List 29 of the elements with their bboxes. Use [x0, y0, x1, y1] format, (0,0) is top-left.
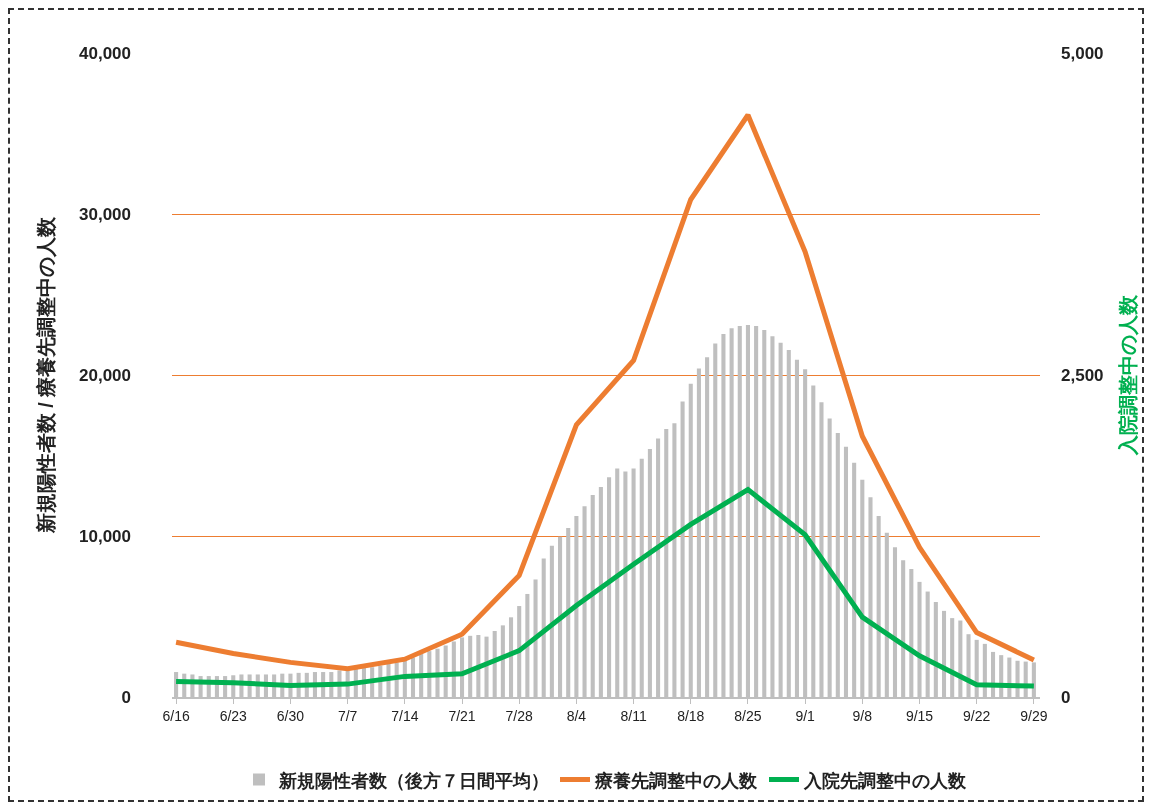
y-tick-label: 10,000	[79, 526, 131, 546]
x-tick-label: 7/21	[448, 707, 476, 724]
x-tick-label: 9/15	[905, 707, 934, 724]
x-tick-label: 9/8	[852, 707, 873, 724]
y2-tick-label: 0	[1061, 687, 1071, 707]
x-tick-label: 6/16	[162, 707, 190, 724]
x-tick-label: 8/4	[566, 707, 587, 724]
y-tick-label: 0	[121, 687, 131, 707]
y-tick-label: 30,000	[79, 204, 131, 224]
x-tick-label: 7/7	[337, 707, 358, 724]
x-tick-label: 7/14	[391, 707, 419, 724]
x-tick-label: 8/25	[734, 707, 762, 724]
legend-label: 入院先調整中の人数	[803, 770, 967, 791]
x-tick-label: 8/11	[620, 707, 647, 724]
legend-label: 新規陽性者数（後方７日間平均）	[278, 770, 549, 791]
x-tick-label: 9/29	[1020, 707, 1048, 724]
y2-axis-title: 入院調整中の人数	[1117, 294, 1140, 456]
y-tick-label: 40,000	[79, 43, 131, 63]
y-axis-title: 新規陽性者数 / 療養先調整中の人数	[34, 215, 57, 535]
legend-label: 療養先調整中の人数	[594, 770, 758, 791]
x-tick-label: 9/1	[795, 707, 816, 724]
x-tick-label: 9/22	[963, 707, 991, 724]
x-tick-label: 8/18	[677, 707, 705, 724]
y2-tick-label: 2,500	[1061, 365, 1104, 385]
y-tick-label: 20,000	[79, 365, 131, 385]
x-tick-label: 6/30	[276, 707, 305, 724]
y2-tick-label: 5,000	[1061, 43, 1104, 63]
x-tick-label: 7/28	[505, 707, 534, 724]
x-tick-label: 6/23	[219, 707, 248, 724]
